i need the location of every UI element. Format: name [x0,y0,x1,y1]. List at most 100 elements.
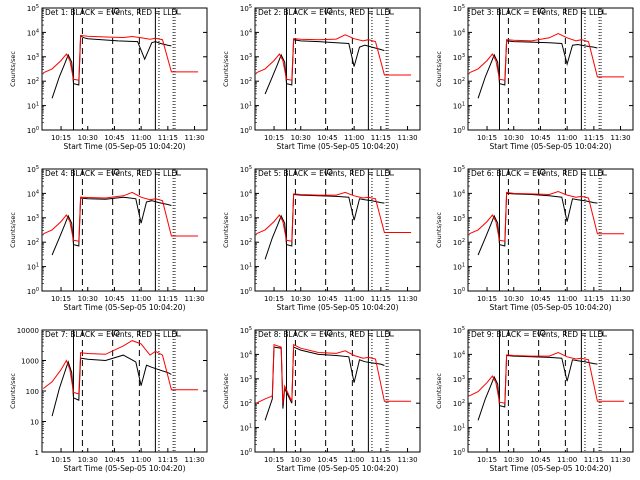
y-tick-label: 102 [27,238,39,247]
top-bracket-symbol [176,9,181,15]
y-tick-label: 103 [453,53,465,62]
y-tick-label: 101 [240,102,252,111]
y-tick-label: 10 [30,419,39,427]
series-events [264,346,385,421]
x-tick-label: 10:30 [291,456,311,464]
x-tick-label: 11:00 [344,456,364,464]
x-tick-label: 11:15 [584,456,604,464]
x-axis-label: Start Time (05-Sep-05 10:04:20) [64,464,186,473]
panel-det-5: 100 101 102 103 104 105 10:15 10:30 10:45 11:00 11… [222,165,421,312]
top-circle-symbol [326,169,333,175]
plot-frame [41,329,208,453]
y-tick-label: 100 [453,126,465,135]
top-circle-symbol [113,8,120,14]
top-circle-symbol [539,169,546,175]
panel-title: Det 4: BLACK = Events, RED = LLD [45,169,177,178]
top-bracket-symbol [389,331,394,337]
top-bracket-symbol [602,331,607,337]
panel-det-2: 100 101 102 103 104 105 10:15 10:30 10:45 11:00 11… [222,4,421,151]
x-tick-label: 11:30 [184,456,204,464]
x-tick-label: 11:15 [158,456,178,464]
y-tick-label: 100 [453,287,465,296]
y-tick-label: 102 [453,399,465,408]
panel-title: Det 7: BLACK = Events, RED = LLD [45,330,177,339]
plot-frame [41,168,208,292]
series-lld [468,190,625,242]
y-axis-label: Counts/sec [222,51,230,87]
panel-title: Det 5: BLACK = Events, RED = LLD [258,169,390,178]
y-tick-label: 104 [453,28,465,37]
y-tick-label: 103 [240,53,252,62]
x-tick-label: 11:30 [397,134,417,142]
top-bracket-symbol [602,170,607,176]
top-circle-symbol [539,8,546,14]
y-tick-label: 104 [27,28,39,37]
plot-frame [467,168,634,292]
y-tick-label: 100 [240,126,252,135]
y-tick-label: 104 [240,350,252,359]
y-tick-label: 100 [453,448,465,457]
x-tick-label: 10:15 [264,134,284,142]
series-lld [468,351,625,404]
y-tick-label: 105 [453,326,465,335]
x-axis-label: Start Time (05-Sep-05 10:04:20) [490,303,612,312]
x-tick-label: 10:30 [504,456,524,464]
y-tick-label: 105 [240,4,252,13]
x-tick-label: 11:30 [610,295,630,303]
y-tick-label: 103 [453,375,465,384]
x-tick-label: 11:30 [610,456,630,464]
y-tick-label: 103 [453,214,465,223]
x-axis-label: Start Time (05-Sep-05 10:04:20) [277,142,399,151]
y-tick-label: 105 [27,165,39,174]
series-lld [255,191,412,242]
x-tick-label: 11:15 [158,134,178,142]
y-tick-label: 103 [240,375,252,384]
x-axis-label: Start Time (05-Sep-05 10:04:20) [490,464,612,473]
y-tick-label: 101 [240,263,252,272]
y-tick-label: 1 [35,449,39,457]
x-axis-label: Start Time (05-Sep-05 10:04:20) [490,142,612,151]
top-bracket-symbol [389,9,394,15]
plot-frame [41,7,208,131]
x-tick-label: 11:30 [184,134,204,142]
plot-frame [467,329,634,453]
y-tick-label: 105 [453,165,465,174]
y-tick-label: 101 [27,263,39,272]
plot-frame [254,329,421,453]
y-tick-label: 100 [27,287,39,296]
plot-frame [254,7,421,131]
x-tick-label: 10:30 [291,295,311,303]
series-events [51,354,172,417]
y-tick-label: 101 [453,424,465,433]
x-tick-label: 10:15 [51,456,71,464]
series-events [477,40,598,99]
series-events [51,196,172,256]
panel-title: Det 8: BLACK = Events, RED = LLD [258,330,390,339]
y-axis-label: Counts/sec [435,373,443,409]
series-lld [42,340,199,395]
y-tick-label: 100 [26,388,39,396]
panel-det-8: 100 101 102 103 104 105 10:15 10:30 10:45 11:00 11… [222,326,421,473]
top-circle-symbol [326,8,333,14]
y-tick-label: 102 [453,238,465,247]
series-events [477,354,598,421]
series-lld [42,191,199,242]
x-tick-label: 11:00 [557,134,577,142]
x-axis-label: Start Time (05-Sep-05 10:04:20) [64,303,186,312]
panel-det-7: 1 10 100 1000 10000 10:15 10:30 10:45 11:00 11:15… [9,327,208,473]
y-axis-label: Counts/sec [9,373,17,409]
y-tick-label: 101 [27,102,39,111]
y-tick-label: 104 [453,189,465,198]
y-tick-label: 102 [240,238,252,247]
y-tick-label: 100 [240,448,252,457]
top-circle-symbol [326,330,333,336]
x-tick-label: 11:15 [584,295,604,303]
panel-det-4: 100 101 102 103 104 105 10:15 10:30 10:45 11:00 11… [9,165,208,312]
x-tick-label: 11:00 [344,295,364,303]
y-tick-label: 104 [240,28,252,37]
plot-frame [467,7,634,131]
series-lld [468,32,625,81]
x-tick-label: 10:15 [477,134,497,142]
y-tick-label: 102 [240,399,252,408]
